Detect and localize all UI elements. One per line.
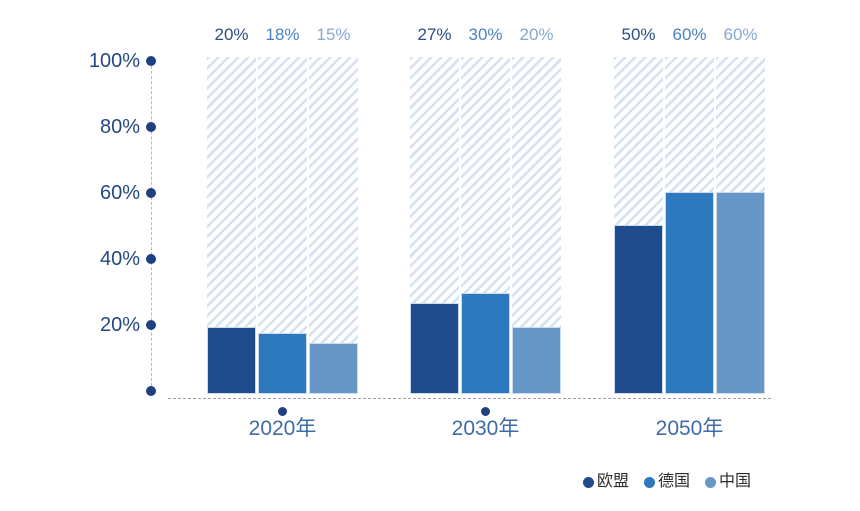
value-label: 18% <box>265 25 300 44</box>
hatch-column <box>512 57 561 394</box>
value-label: 50% <box>621 25 656 44</box>
bar-2050年-欧盟 <box>614 225 663 394</box>
value-label: 30% <box>468 25 503 44</box>
legend-item: 中国 <box>705 473 751 491</box>
bar-2020年-德国 <box>258 333 307 394</box>
hatch-column <box>614 57 663 394</box>
legend-dot <box>583 476 594 488</box>
bar-2020年-中国 <box>309 343 358 394</box>
category-label: 2020年 <box>248 417 317 440</box>
category-dot <box>481 407 490 416</box>
category-label: 2030年 <box>451 417 520 440</box>
y-tick-dot <box>146 386 156 396</box>
hatch-column <box>410 57 459 394</box>
legend-dot <box>705 476 717 488</box>
legend-label: 德国 <box>658 473 691 490</box>
bar-2020年-欧盟 <box>207 327 256 394</box>
y-tick-label: 20% <box>99 314 140 336</box>
y-tick-label: 100% <box>88 50 140 72</box>
value-label: 60% <box>723 25 758 44</box>
category-dot <box>278 407 287 416</box>
x-axis-baseline <box>168 398 771 399</box>
bar-2030年-欧盟 <box>410 303 459 394</box>
hatch-column <box>207 57 256 394</box>
legend-item: 欧盟 <box>583 473 629 491</box>
value-label: 27% <box>417 25 452 44</box>
y-tick-dot <box>146 122 156 132</box>
y-axis-dashed-line <box>151 61 152 391</box>
y-tick-dot <box>146 254 156 264</box>
bar-2030年-中国 <box>512 327 561 394</box>
value-label: 20% <box>519 25 554 44</box>
legend-label: 欧盟 <box>597 473 630 490</box>
hatch-column <box>461 57 510 394</box>
category-label: 2050年 <box>655 417 724 440</box>
hatch-column <box>716 57 765 394</box>
y-tick-label: 80% <box>99 116 140 138</box>
value-label: 60% <box>672 25 707 44</box>
y-tick-label: 40% <box>99 248 140 270</box>
hatch-column <box>309 57 358 394</box>
legend-dot <box>644 476 656 488</box>
value-label: 20% <box>214 25 249 44</box>
y-tick-dot <box>146 320 156 330</box>
bar-2050年-德国 <box>665 192 714 394</box>
legend-label: 中国 <box>719 473 752 490</box>
y-tick-dot <box>146 188 156 198</box>
legend: 欧盟 德国 中国 <box>583 473 751 491</box>
y-tick-label: 60% <box>99 182 140 204</box>
hatch-column <box>258 57 307 394</box>
legend-item: 德国 <box>644 473 690 491</box>
value-label: 15% <box>316 25 351 44</box>
hatch-column <box>665 57 714 394</box>
y-tick-dot <box>146 56 156 66</box>
bar-2030年-德国 <box>461 293 510 394</box>
bar-2050年-中国 <box>716 192 765 394</box>
